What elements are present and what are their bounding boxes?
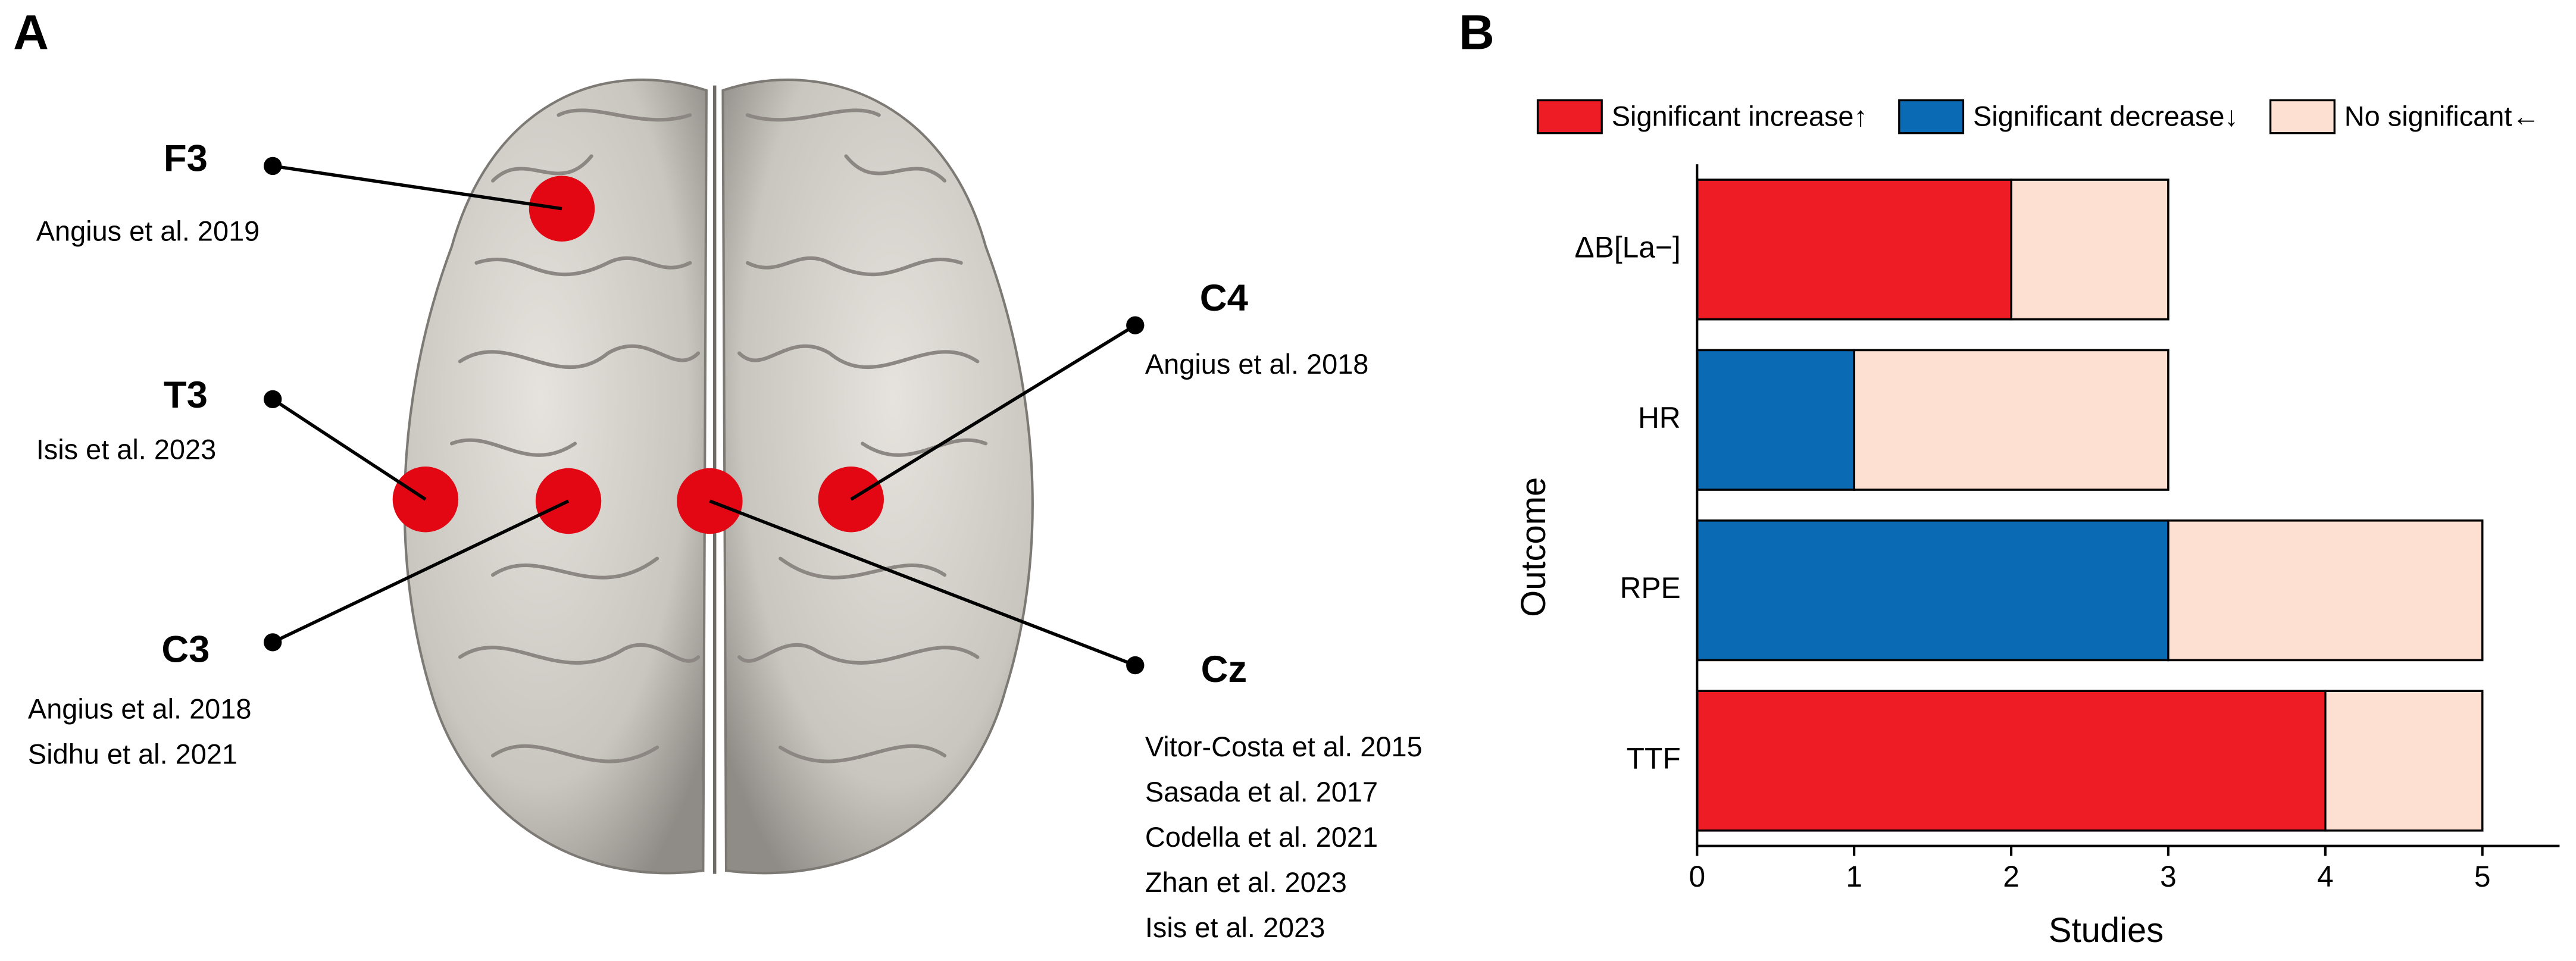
study-reference: Angius et al. 2018 bbox=[28, 694, 252, 725]
y-tick-label: RPE bbox=[1620, 571, 1681, 605]
legend-label: No significant← bbox=[2344, 101, 2540, 132]
x-axis-title: Studies bbox=[2049, 912, 2164, 950]
electrode-label: T3 bbox=[164, 374, 208, 416]
bar-segment bbox=[1696, 690, 2327, 832]
pin bbox=[1126, 316, 1145, 334]
y-tick-label: ΔB[La−] bbox=[1575, 230, 1681, 264]
pin bbox=[264, 156, 282, 176]
study-reference: Zhan et al. 2023 bbox=[1145, 867, 1347, 898]
study-reference: Isis et al. 2023 bbox=[1145, 912, 1325, 943]
x-tick-label: 0 bbox=[1689, 860, 1705, 893]
pin bbox=[264, 390, 282, 409]
y-tick-label: TTF bbox=[1627, 742, 1681, 775]
study-reference: Angius et al. 2018 bbox=[1145, 349, 1369, 380]
pin bbox=[1126, 656, 1145, 675]
x-tick-label: 2 bbox=[2003, 860, 2019, 893]
electrode-label: C3 bbox=[161, 629, 210, 671]
bar-segment bbox=[2167, 519, 2484, 662]
electrode-label: Cz bbox=[1201, 649, 1248, 690]
x-tick-label: 5 bbox=[2474, 860, 2491, 893]
x-tick-label: 3 bbox=[2160, 860, 2177, 893]
electrode-label: C4 bbox=[1200, 277, 1248, 319]
legend-label: Significant increase↑ bbox=[1612, 101, 1868, 132]
study-reference: Sasada et al. 2017 bbox=[1145, 777, 1378, 807]
electrodes: F3 Angius et al. 2019 T3 Isis et al. 2023 C3… bbox=[28, 137, 1423, 943]
study-reference: Sidhu et al. 2021 bbox=[28, 739, 237, 770]
study-reference: Isis et al. 2023 bbox=[36, 434, 216, 465]
leader-line bbox=[272, 499, 570, 644]
x-tick-label: 4 bbox=[2317, 860, 2334, 893]
leader-line bbox=[271, 397, 427, 501]
legend-label: Significant decrease↓ bbox=[1973, 101, 2239, 132]
electrode-label: F3 bbox=[164, 137, 208, 179]
legend-swatch bbox=[1536, 99, 1603, 134]
bar-segment bbox=[1696, 349, 1855, 491]
x-tick-label: 1 bbox=[1846, 860, 1862, 893]
leader-line bbox=[850, 324, 1136, 501]
bar-segment bbox=[2010, 179, 2169, 321]
bar-segment bbox=[2324, 690, 2484, 832]
study-reference: Vitor-Costa et al. 2015 bbox=[1145, 731, 1423, 762]
y-axis-title: Outcome bbox=[1515, 477, 1553, 617]
legend-swatch bbox=[1898, 99, 1965, 134]
leader-line bbox=[272, 164, 562, 211]
y-tick-label: HR bbox=[1638, 401, 1681, 434]
chart: ΔB[La−] HR RPE TTF 0 1 2 3 4 5 Studies Outcome Signi… bbox=[1515, 99, 2560, 950]
leader-line bbox=[709, 499, 1136, 667]
panel-label: A bbox=[13, 5, 49, 60]
bar-segment bbox=[1696, 519, 2169, 662]
study-reference: Angius et al. 2019 bbox=[36, 215, 260, 246]
pin bbox=[264, 633, 282, 652]
panel-label: B bbox=[1459, 5, 1495, 60]
bar-segment bbox=[1853, 349, 2169, 491]
study-reference: Codella et al. 2021 bbox=[1145, 822, 1378, 853]
legend-swatch bbox=[2269, 99, 2336, 134]
bar-segment bbox=[1696, 179, 2012, 321]
